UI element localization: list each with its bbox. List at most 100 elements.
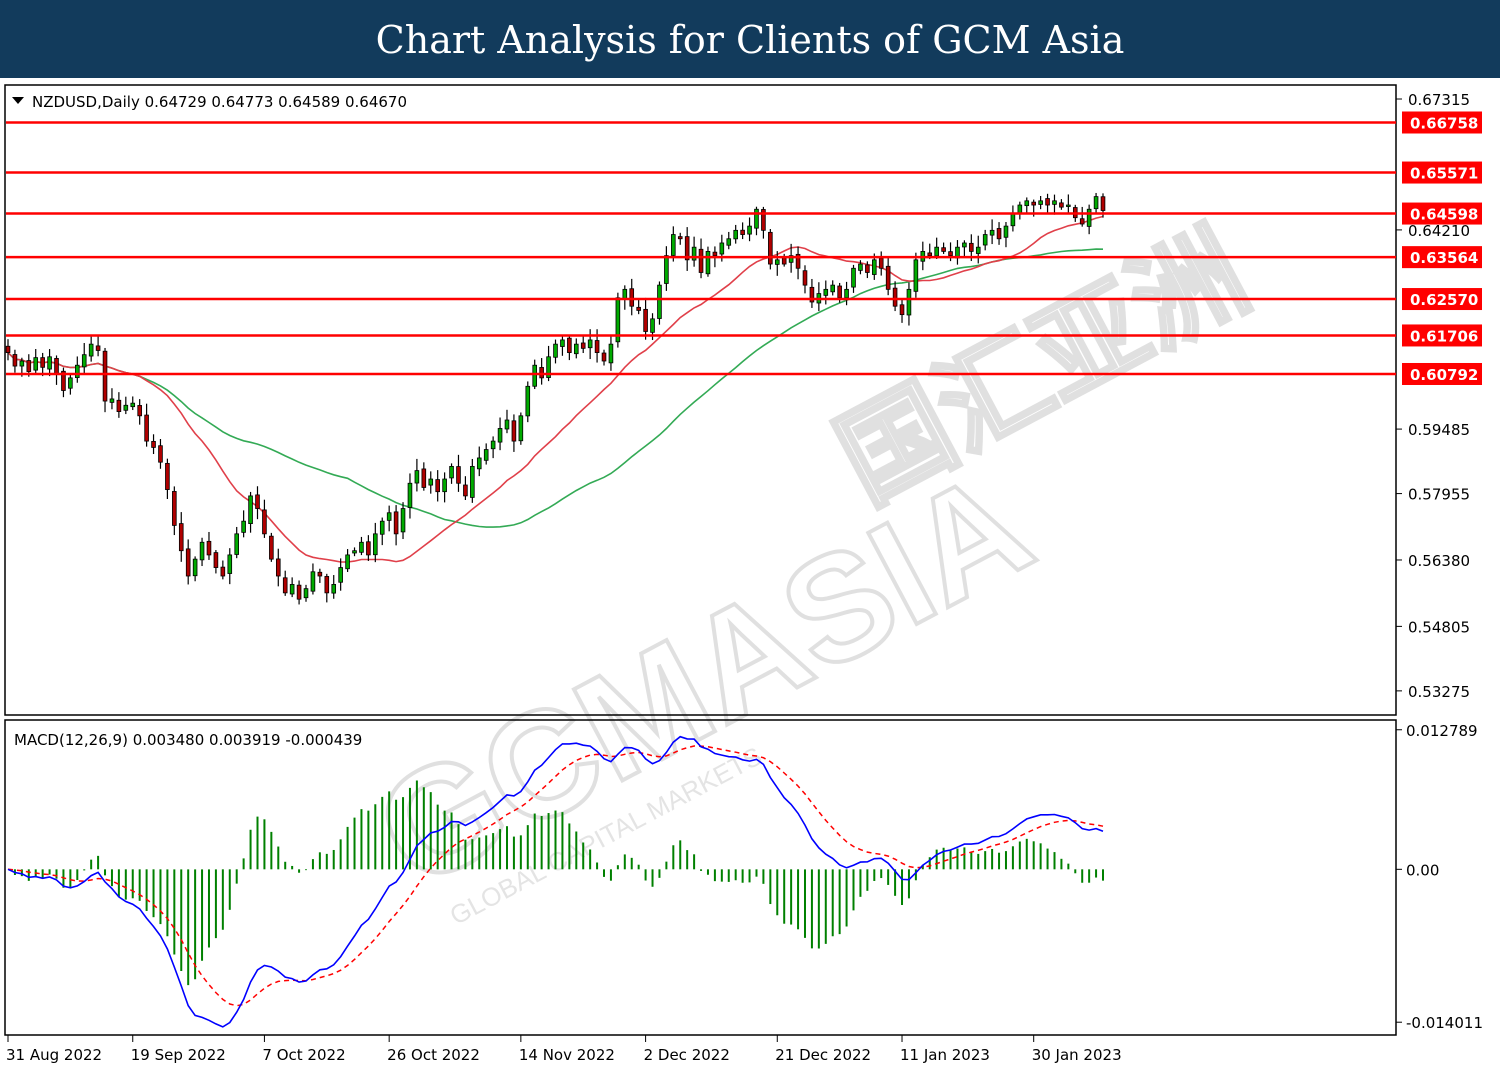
candle-bear <box>941 247 946 252</box>
candle-bear <box>463 484 468 497</box>
ma-fast-line <box>7 215 1104 563</box>
title-banner: Chart Analysis for Clients of GCM Asia <box>0 0 1500 78</box>
candle-bull <box>109 398 115 403</box>
candle-bull <box>379 520 385 535</box>
candle-bull <box>88 343 94 357</box>
candle-bear <box>594 340 600 353</box>
candle-bear <box>262 509 267 535</box>
candle-bear <box>158 445 163 463</box>
candle-bull <box>1066 204 1071 207</box>
candle-bull <box>241 520 246 533</box>
candle-bull <box>1017 204 1023 214</box>
candle-bull <box>1038 200 1043 205</box>
price-panel-frame <box>4 84 1397 716</box>
macd-tick-label: 0.012789 <box>1406 722 1478 740</box>
candle-bear <box>996 228 1002 240</box>
level-tag <box>1402 288 1482 311</box>
candle-bull <box>962 242 967 248</box>
candle-bear <box>393 511 399 535</box>
date-x-axis: 31 Aug 2022 19 Sep 2022 7 Oct 2022 26 Oct 2… <box>6 1035 1122 1064</box>
ma-slow-line <box>7 248 1104 528</box>
candle-bull <box>844 288 849 299</box>
candle-bear <box>511 420 517 442</box>
candle-bear <box>567 337 572 353</box>
candle-bull <box>906 288 912 316</box>
candle-bull <box>705 251 711 275</box>
candle-bear <box>5 345 11 353</box>
candle-bear <box>1059 202 1064 208</box>
candle-bull <box>19 360 25 367</box>
candle-bull <box>470 465 475 498</box>
level-tag <box>1402 246 1482 269</box>
candle-bull <box>615 297 621 343</box>
chart-area: GCMASIA GLOBAL CAPITAL MARKETS 国汇亚洲 0.66… <box>0 78 1500 1071</box>
candle-bull <box>747 225 752 235</box>
price-tick-label: 0.64210 <box>1408 222 1470 240</box>
candle-bull <box>664 255 669 284</box>
candle-bull <box>872 259 877 275</box>
candle-bear <box>837 285 842 299</box>
candle-bear <box>12 354 18 367</box>
candle-bear <box>282 577 288 594</box>
candle-bear <box>969 242 974 252</box>
level-tag <box>1402 362 1482 385</box>
level-label: 0.66758 <box>1410 114 1478 132</box>
candle-bear <box>213 552 219 568</box>
price-tick-label: 0.67315 <box>1408 91 1470 109</box>
date-tick-label: 21 Dec 2022 <box>775 1046 871 1064</box>
candle-bull <box>248 495 253 525</box>
symbol-dropdown-icon[interactable] <box>12 97 24 104</box>
candle-bear <box>1031 201 1036 206</box>
candle-bear <box>1079 218 1085 225</box>
candle-bear <box>865 264 870 273</box>
date-tick-label: 19 Sep 2022 <box>131 1046 226 1064</box>
candle-bear <box>781 257 787 265</box>
candle-bear <box>802 270 808 286</box>
candle-bear <box>95 345 101 351</box>
candle-bear <box>892 287 898 307</box>
macd-info-line: MACD(12,26,9) 0.003480 0.003919 -0.00043… <box>14 731 362 749</box>
banner-title: Chart Analysis for Clients of GCM Asia <box>375 18 1125 62</box>
candle-bull <box>407 482 413 508</box>
candle-bull <box>75 364 80 379</box>
candle-bull <box>68 377 73 389</box>
candle-bull <box>1024 200 1030 207</box>
candle-bear <box>1100 196 1106 211</box>
level-label: 0.61706 <box>1410 327 1478 345</box>
date-tick-label: 11 Jan 2023 <box>900 1046 990 1064</box>
candle-bull <box>934 246 939 257</box>
candle-bear <box>206 540 212 556</box>
candle-bear <box>255 494 260 509</box>
candle-bull <box>289 584 295 595</box>
candle-bear <box>927 252 933 257</box>
candle-bull <box>657 284 662 319</box>
candle-bull <box>414 470 420 484</box>
candle-bull <box>913 259 919 292</box>
level-tag <box>1402 324 1482 347</box>
candle-bull <box>546 356 551 378</box>
candle-bull <box>830 284 836 293</box>
price-tick-label: 0.54805 <box>1408 618 1470 636</box>
candle-bull <box>525 385 531 417</box>
macd-tick-label: 0.00 <box>1406 861 1439 879</box>
macd-y-axis: 0.012789 0.00 -0.014011 <box>1396 722 1483 1032</box>
candle-bull <box>989 229 995 236</box>
candle-bull <box>671 234 676 256</box>
candle-bull <box>303 588 309 599</box>
macd-indicator <box>7 735 1104 1028</box>
price-tick-label: 0.53275 <box>1408 683 1470 701</box>
candle-bear <box>220 566 226 577</box>
candle-bull <box>192 558 198 577</box>
candle-bull <box>497 428 503 443</box>
candle-bear <box>601 352 607 362</box>
candle-bear <box>296 584 302 600</box>
candle-bull <box>553 343 558 358</box>
macd-tick-label: -0.014011 <box>1406 1014 1483 1032</box>
candle-bull <box>788 255 794 263</box>
candle-bear <box>684 236 690 261</box>
price-tick-label: 0.56380 <box>1408 552 1470 570</box>
candle-bull <box>975 246 981 254</box>
candle-bull <box>352 550 357 554</box>
candle-bull <box>47 356 52 370</box>
candle-bear <box>144 414 149 442</box>
